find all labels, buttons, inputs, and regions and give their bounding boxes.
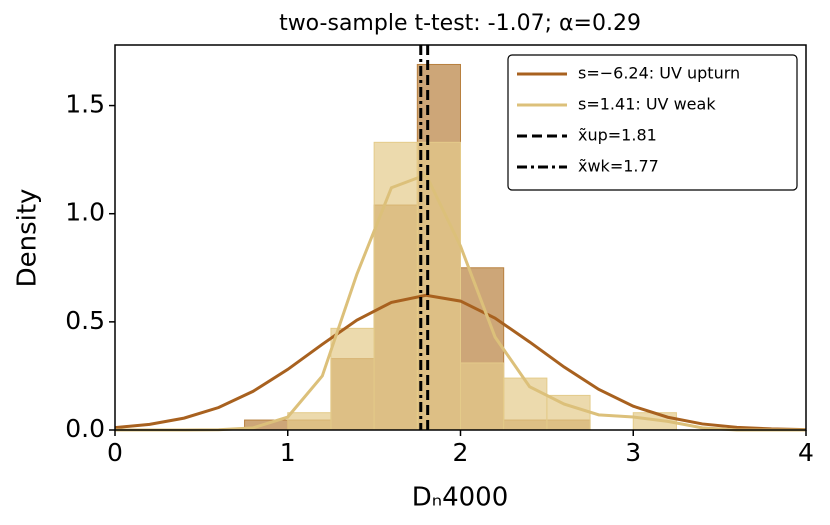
legend-label: x̃wk=1.77	[578, 157, 659, 176]
bar	[287, 412, 332, 431]
x-tick-label: 2	[453, 438, 469, 467]
x-axis-label: Dₙ4000	[412, 483, 509, 513]
bar	[546, 394, 591, 431]
y-tick-label: 0.0	[65, 414, 105, 443]
y-axis-label: Density	[13, 189, 43, 288]
y-tick-label: 1.0	[65, 198, 105, 227]
x-tick-label: 1	[280, 438, 296, 467]
bar	[503, 377, 548, 431]
bar	[460, 362, 505, 431]
legend-box	[507, 54, 798, 191]
bar	[330, 327, 375, 431]
chart-title: two-sample t-test: -1.07; α=0.29	[279, 11, 641, 36]
x-tick-label: 3	[625, 438, 641, 467]
bar	[416, 141, 461, 431]
y-tick-label: 1.5	[65, 90, 105, 119]
x-tick-label: 4	[798, 438, 814, 467]
legend-label: s=1.41: UV weak	[578, 95, 716, 114]
kde-line	[115, 172, 806, 432]
legend-label: x̃up=1.81	[578, 126, 657, 145]
bar	[373, 141, 418, 431]
x-tick-label: 0	[107, 438, 123, 467]
kde-line	[114, 293, 807, 432]
legend-label: s=−6.24: UV upturn	[578, 64, 740, 83]
y-tick-label: 0.5	[65, 306, 105, 335]
